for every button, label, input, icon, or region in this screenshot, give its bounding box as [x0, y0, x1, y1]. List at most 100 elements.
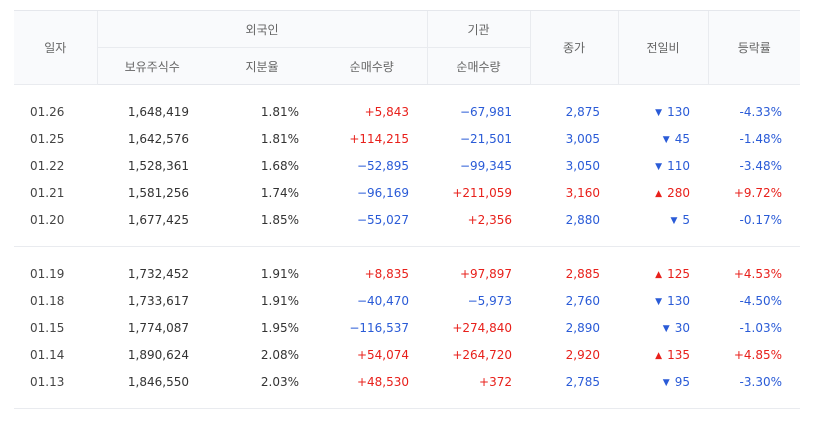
- close-cell: 3,160: [565, 185, 600, 200]
- ratio-cell: 1.91%: [260, 266, 299, 281]
- triangle-down-icon: ▼: [655, 107, 663, 118]
- close-cell: 2,920: [565, 347, 600, 362]
- diff-cell: ▲ 280: [618, 179, 708, 206]
- header-foreign-net: 순매수량: [317, 47, 427, 85]
- diff-cell: ▼ 130: [618, 287, 708, 314]
- inst-net-cell: +274,840: [452, 320, 512, 335]
- foreign-net-cell: +5,843: [364, 104, 409, 119]
- holdings-cell: 1,528,361: [127, 158, 189, 173]
- triangle-down-icon: ▼: [670, 215, 678, 226]
- ratio-cell: 1.81%: [260, 131, 299, 146]
- header-inst-net: 순매수량: [426, 47, 530, 85]
- date-cell: 01.15: [30, 320, 65, 335]
- ratio-cell: 2.03%: [260, 374, 299, 389]
- header-date: 일자: [14, 10, 97, 85]
- close-cell: 2,885: [565, 266, 600, 281]
- diff-value: 135: [667, 347, 690, 362]
- holdings-cell: 1,733,617: [127, 293, 189, 308]
- ratio-cell: 1.81%: [260, 104, 299, 119]
- investor-trading-table: 일자 외국인 기관 종가 전일비 등락률 보유주식수 지분율 순매수량 순매수량…: [14, 10, 800, 409]
- foreign-net-cell: −52,895: [356, 158, 409, 173]
- close-cell: 2,875: [565, 104, 600, 119]
- diff-cell: ▼ 95: [618, 368, 708, 395]
- rate-cell: -1.48%: [739, 131, 782, 146]
- header-ratio: 지분율: [207, 47, 317, 85]
- close-cell: 2,880: [565, 212, 600, 227]
- date-cell: 01.25: [30, 131, 65, 146]
- table-row: 01.15 1,774,087 1.95% −116,537 +274,840 2,890…: [14, 314, 800, 341]
- inst-net-cell: −5,973: [467, 293, 512, 308]
- diff-cell: ▲ 125: [618, 260, 708, 287]
- ratio-cell: 1.85%: [260, 212, 299, 227]
- triangle-down-icon: ▼: [662, 323, 670, 334]
- holdings-cell: 1,774,087: [127, 320, 189, 335]
- holdings-cell: 1,890,624: [127, 347, 189, 362]
- diff-value: 45: [674, 131, 690, 146]
- rate-cell: -4.50%: [739, 293, 782, 308]
- diff-cell: ▼ 130: [618, 98, 708, 125]
- foreign-net-cell: −116,537: [349, 320, 409, 335]
- close-cell: 3,005: [565, 131, 600, 146]
- triangle-down-icon: ▼: [655, 161, 663, 172]
- table-row: 01.21 1,581,256 1.74% −96,169 +211,059 3,160 ▲…: [14, 179, 800, 206]
- diff-value: 280: [667, 185, 690, 200]
- triangle-down-icon: ▼: [662, 377, 670, 388]
- foreign-net-cell: −40,470: [356, 293, 409, 308]
- header-close: 종가: [529, 10, 618, 85]
- table-row: 01.14 1,890,624 2.08% +54,074 +264,720 2,920 ▲…: [14, 341, 800, 368]
- holdings-cell: 1,677,425: [127, 212, 189, 227]
- triangle-up-icon: ▲: [655, 350, 663, 361]
- date-cell: 01.14: [30, 347, 65, 362]
- diff-value: 130: [667, 293, 690, 308]
- ratio-cell: 2.08%: [260, 347, 299, 362]
- foreign-net-cell: +48,530: [356, 374, 409, 389]
- table-row: 01.20 1,677,425 1.85% −55,027 +2,356 2,880 ▼ 5-…: [14, 206, 800, 233]
- close-cell: 3,050: [565, 158, 600, 173]
- inst-net-cell: +97,897: [459, 266, 512, 281]
- date-cell: 01.18: [30, 293, 65, 308]
- date-cell: 01.21: [30, 185, 65, 200]
- rate-cell: +4.53%: [733, 266, 782, 281]
- close-cell: 2,760: [565, 293, 600, 308]
- diff-value: 30: [674, 320, 690, 335]
- foreign-net-cell: +54,074: [356, 347, 409, 362]
- table-row: 01.13 1,846,550 2.03% +48,530 +372 2,785 ▼ 95 -3…: [14, 368, 800, 395]
- inst-net-cell: −99,345: [459, 158, 512, 173]
- close-cell: 2,890: [565, 320, 600, 335]
- table-row: 01.26 1,648,419 1.81% +5,843 −67,981 2,875 ▼ 13…: [14, 98, 800, 125]
- ratio-cell: 1.74%: [260, 185, 299, 200]
- ratio-cell: 1.91%: [260, 293, 299, 308]
- diff-value: 95: [674, 374, 690, 389]
- foreign-net-cell: +8,835: [364, 266, 409, 281]
- inst-net-cell: +372: [479, 374, 512, 389]
- ratio-cell: 1.95%: [260, 320, 299, 335]
- triangle-up-icon: ▲: [655, 269, 663, 280]
- diff-cell: ▼ 45: [618, 125, 708, 152]
- foreign-net-cell: −96,169: [356, 185, 409, 200]
- date-cell: 01.26: [30, 104, 65, 119]
- date-cell: 01.19: [30, 266, 65, 281]
- foreign-net-cell: +114,215: [349, 131, 409, 146]
- inst-net-cell: +264,720: [452, 347, 512, 362]
- diff-value: 130: [667, 104, 690, 119]
- foreign-net-cell: −55,027: [356, 212, 409, 227]
- header-foreign: 외국인: [96, 10, 427, 48]
- rate-cell: -0.17%: [739, 212, 782, 227]
- date-cell: 01.20: [30, 212, 65, 227]
- table-header: 일자 외국인 기관 종가 전일비 등락률 보유주식수 지분율 순매수량 순매수량: [14, 10, 800, 85]
- header-holdings: 보유주식수: [96, 47, 207, 85]
- diff-cell: ▲ 135: [618, 341, 708, 368]
- diff-cell: ▼ 110: [618, 152, 708, 179]
- diff-value: 125: [667, 266, 690, 281]
- holdings-cell: 1,846,550: [127, 374, 189, 389]
- diff-cell: ▼ 30: [618, 314, 708, 341]
- header-rate: 등락률: [707, 10, 800, 85]
- close-cell: 2,785: [565, 374, 600, 389]
- triangle-down-icon: ▼: [655, 296, 663, 307]
- holdings-cell: 1,732,452: [127, 266, 189, 281]
- triangle-up-icon: ▲: [655, 188, 663, 199]
- diff-value: 110: [667, 158, 690, 173]
- holdings-cell: 1,581,256: [127, 185, 189, 200]
- rate-cell: -3.48%: [739, 158, 782, 173]
